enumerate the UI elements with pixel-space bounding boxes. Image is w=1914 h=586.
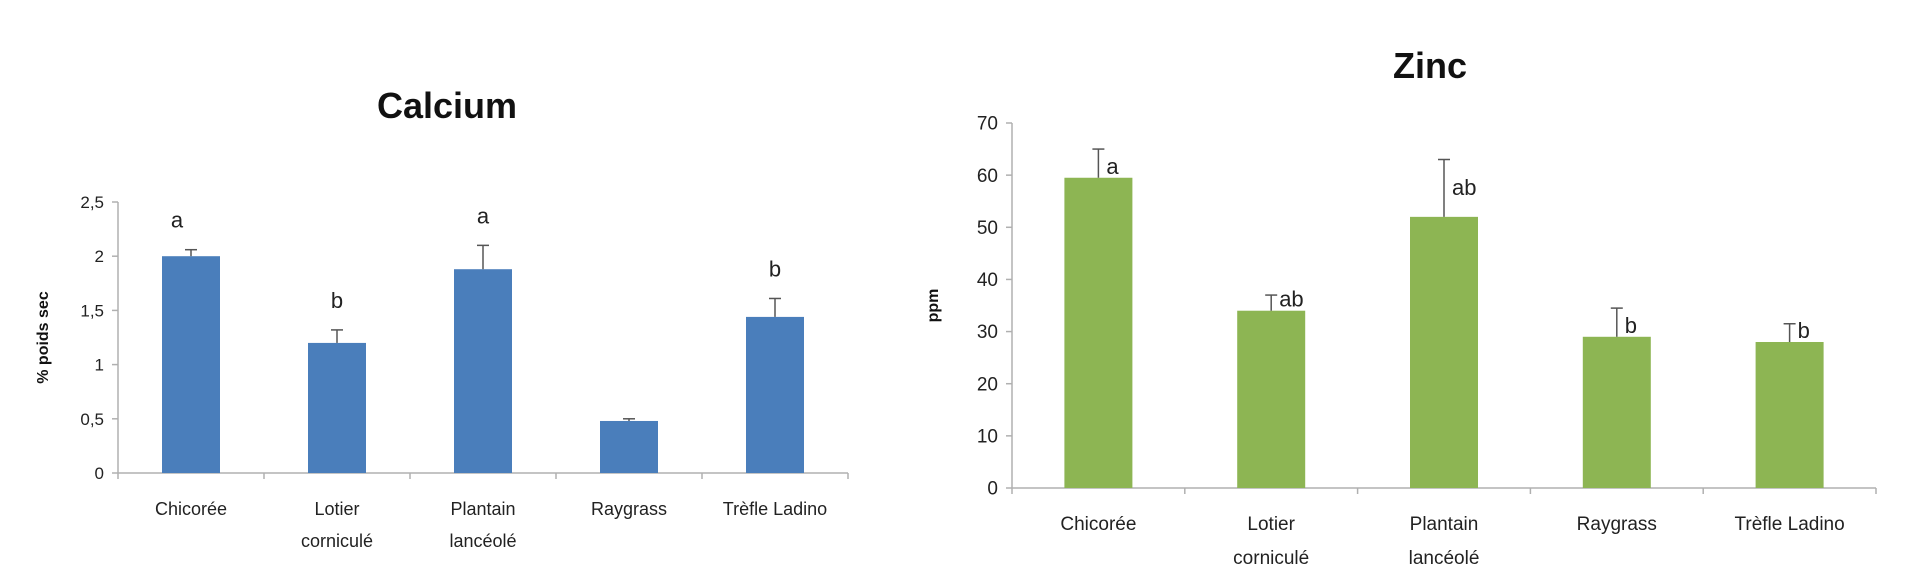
calcium-significance-label: a [171, 208, 184, 233]
zinc-y-tick-label: 10 [977, 427, 998, 448]
zinc-category-label: Chicorée [1060, 514, 1136, 535]
zinc-category-label: Plantain [1410, 514, 1479, 535]
calcium-category-label: Lotier [314, 499, 359, 519]
calcium-bar [454, 269, 512, 473]
calcium-bar [746, 316, 804, 473]
calcium-significance-label: b [331, 288, 343, 313]
zinc-y-tick-label: 40 [977, 270, 998, 291]
zinc-bar [1237, 310, 1306, 488]
calcium-category-label: Raygrass [591, 499, 667, 519]
calcium-category-label: Plantain [450, 499, 515, 519]
zinc-title: Zinc [1393, 45, 1467, 86]
calcium-y-tick-label: 2 [95, 247, 104, 266]
zinc-y-tick-label: 20 [977, 374, 998, 395]
zinc-significance-label: b [1625, 313, 1637, 338]
calcium-category-label: Trèfle Ladino [723, 499, 827, 519]
calcium-title: Calcium [377, 85, 517, 126]
calcium-category-label: lancéolé [449, 531, 516, 551]
calcium-bar [600, 420, 658, 473]
zinc-category-label: Trèfle Ladino [1734, 514, 1844, 535]
calcium-y-tick-label: 1 [95, 356, 104, 375]
zinc-y-tick-label: 60 [977, 166, 998, 187]
zinc-y-tick-label: 0 [987, 479, 998, 500]
zinc-chart: Zinc ppm 0 10 20 30 40 50 60 70 a Chicorée ab Lotier c… [925, 45, 1877, 569]
zinc-y-tick-label: 70 [977, 114, 998, 135]
zinc-bar [1582, 336, 1651, 488]
calcium-y-tick-label: 0 [95, 464, 104, 483]
zinc-y-tick-label: 50 [977, 218, 998, 239]
zinc-significance-label: a [1106, 154, 1119, 179]
calcium-y-tick-label: 1,5 [80, 301, 104, 320]
zinc-significance-label: b [1798, 318, 1810, 343]
calcium-chart: Calcium % poids sec 0 0,5 1 1,5 2 2,5 a Chicorée b… [35, 85, 849, 551]
calcium-category-label: Chicorée [155, 499, 227, 519]
zinc-y-tick-label: 30 [977, 322, 998, 343]
zinc-bar [1064, 177, 1133, 488]
calcium-y-tick-label: 0,5 [80, 410, 104, 429]
calcium-category-label: corniculé [301, 531, 373, 551]
zinc-bar [1755, 342, 1824, 488]
calcium-bar [308, 342, 366, 473]
zinc-category-label: Raygrass [1577, 514, 1657, 535]
zinc-significance-label: ab [1279, 287, 1303, 312]
calcium-bar [162, 256, 220, 473]
zinc-category-label: Lotier [1247, 514, 1295, 535]
calcium-y-axis-label: % poids sec [35, 291, 52, 384]
calcium-significance-label: a [477, 203, 490, 228]
calcium-significance-label: b [769, 256, 781, 281]
calcium-y-tick-label: 2,5 [80, 193, 104, 212]
zinc-y-axis-label: ppm [925, 289, 942, 323]
zinc-significance-label: ab [1452, 175, 1476, 200]
zinc-bar [1410, 216, 1478, 488]
zinc-category-label: corniculé [1233, 548, 1309, 569]
zinc-category-label: lancéolé [1409, 548, 1480, 569]
